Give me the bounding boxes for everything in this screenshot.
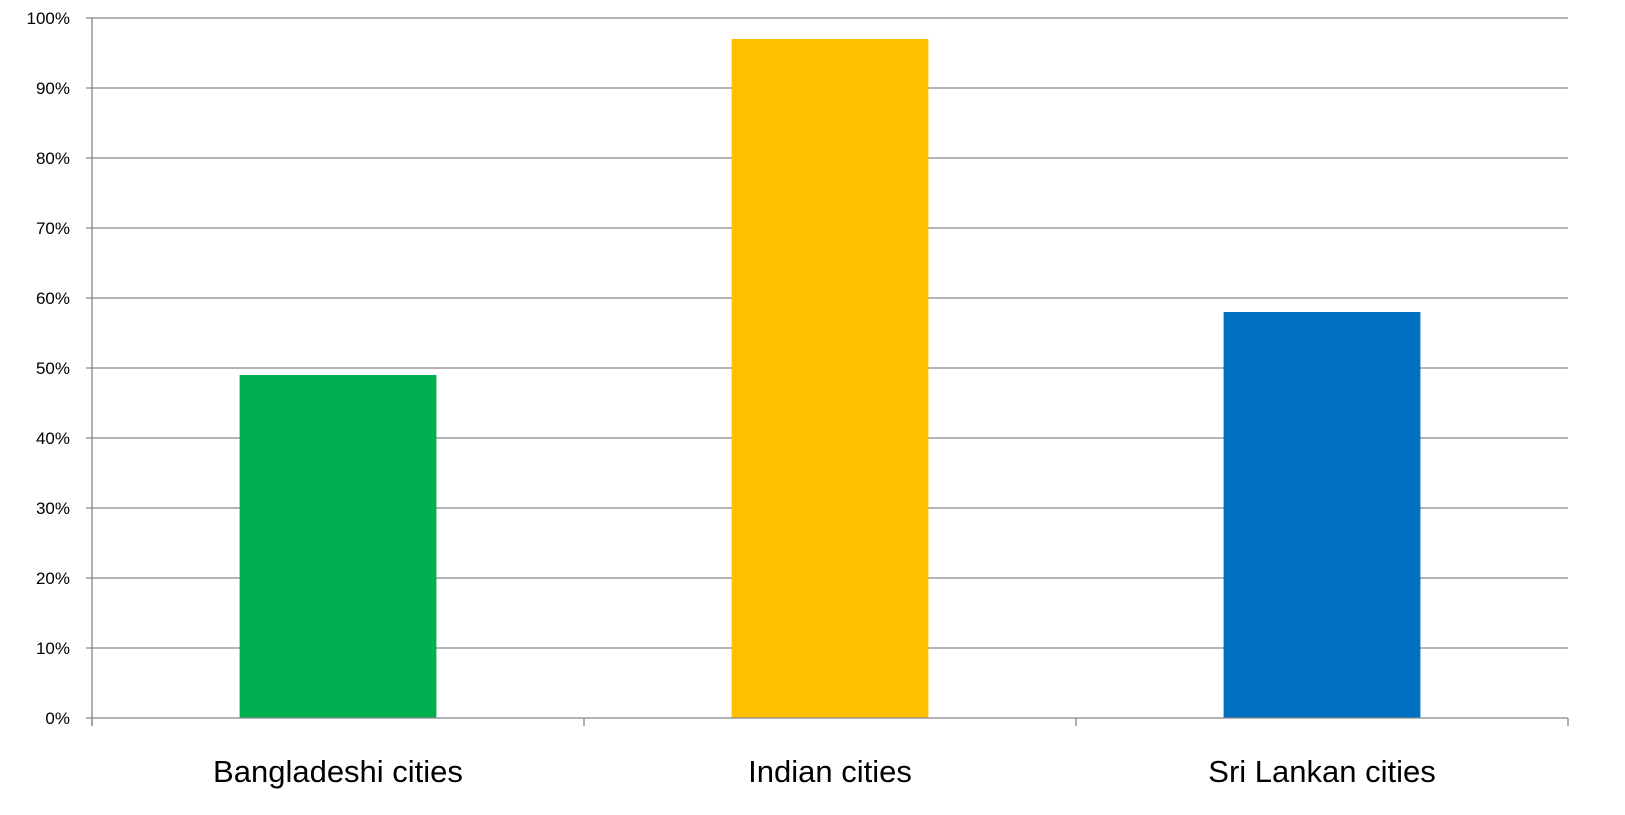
y-tick-label: 40%	[36, 429, 70, 448]
bar-indian-cities	[731, 39, 929, 718]
bar-bangladeshi-cities	[239, 375, 437, 718]
y-tick-label: 100%	[27, 9, 70, 28]
y-tick-label: 20%	[36, 569, 70, 588]
y-tick-label: 50%	[36, 359, 70, 378]
y-tick-label: 10%	[36, 639, 70, 658]
y-tick-label: 80%	[36, 149, 70, 168]
y-tick-label: 0%	[45, 709, 70, 728]
axes	[86, 18, 1569, 726]
y-tick-label: 60%	[36, 289, 70, 308]
y-axis-tick-labels: 0% 10% 20% 30% 40% 50% 60% 70% 80% 90% 100%	[27, 9, 70, 728]
bar-sri-lankan-cities	[1223, 312, 1421, 718]
y-tick-label: 90%	[36, 79, 70, 98]
x-axis-tick-labels: Bangladeshi cities Indian cities Sri Lanka…	[213, 754, 1436, 789]
x-tick-label: Indian cities	[748, 754, 912, 789]
x-tick-label: Sri Lankan cities	[1208, 754, 1435, 789]
x-tick-label: Bangladeshi cities	[213, 754, 463, 789]
y-tick-label: 70%	[36, 219, 70, 238]
y-tick-label: 30%	[36, 499, 70, 518]
bars	[239, 39, 1421, 718]
